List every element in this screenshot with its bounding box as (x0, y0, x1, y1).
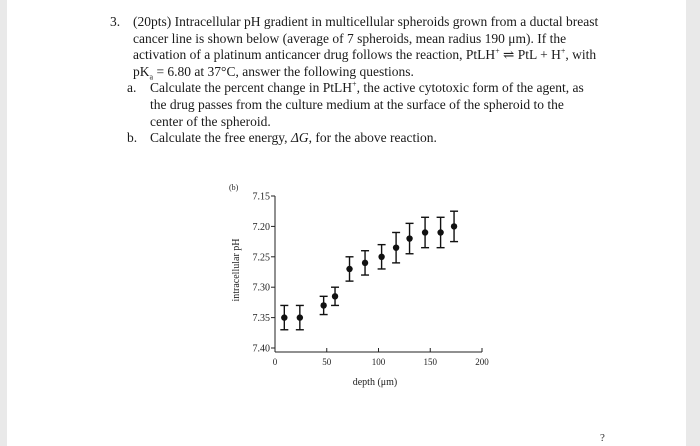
data-point (280, 304, 289, 331)
sub-question-b: b. Calculate the free energy, ΔG, for th… (127, 130, 437, 146)
left-page-edge (0, 0, 7, 446)
question-number: 3. (110, 14, 121, 29)
data-point (436, 216, 445, 249)
data-point (377, 243, 386, 270)
y-tick-label: 7.35 (253, 313, 271, 324)
data-point (295, 304, 304, 331)
data-point (450, 210, 459, 243)
sub-question-a: a. Calculate the percent change in PtLH+… (127, 79, 584, 129)
data-point (392, 231, 401, 264)
y-ticks: 7.15 7.20 7.25 7.30 7.35 7.40 (253, 192, 275, 355)
x-tick-label: 150 (424, 357, 438, 367)
data-points (280, 210, 459, 331)
x-ticks: 0 50 100 150 200 (273, 348, 489, 367)
y-tick-label: 7.30 (253, 283, 271, 294)
data-point (421, 216, 430, 249)
right-page-edge (686, 0, 700, 446)
question-line-2: cancer line is shown below (average of 7… (133, 30, 567, 46)
data-point (405, 222, 414, 255)
y-tick-label: 7.15 (253, 192, 271, 203)
question-line-4: pKa = 6.80 at 37°C, answer the following… (133, 63, 414, 82)
x-tick-label: 0 (273, 357, 278, 367)
data-point (361, 250, 370, 276)
x-tick-label: 100 (372, 357, 386, 367)
page-number: ? (600, 432, 605, 444)
question-line-1: (20pts) Intracellular pH gradient in mul… (133, 14, 599, 29)
data-point (345, 256, 354, 282)
question-text: (20pts) Intracellular pH gradient in mul… (133, 14, 610, 82)
x-axis-label: depth (μm) (353, 377, 398, 388)
question-block: 3. (20pts) Intracellular pH gradient in … (110, 14, 610, 147)
y-tick-label: 7.20 (253, 222, 271, 233)
panel-label: (b) (229, 183, 239, 192)
y-axis-label: intracellular pH (231, 238, 242, 301)
x-tick-label: 200 (475, 357, 489, 367)
y-tick-label: 7.25 (253, 252, 271, 263)
x-tick-label: 50 (322, 357, 332, 367)
ph-depth-chart: (b) intracellular pH depth (μm) 7.15 7.20… (229, 183, 489, 388)
y-tick-label: 7.40 (253, 344, 271, 355)
data-point (331, 286, 340, 307)
question-line-3: activation of a platinum anticancer drug… (133, 46, 597, 63)
data-point (319, 295, 328, 316)
